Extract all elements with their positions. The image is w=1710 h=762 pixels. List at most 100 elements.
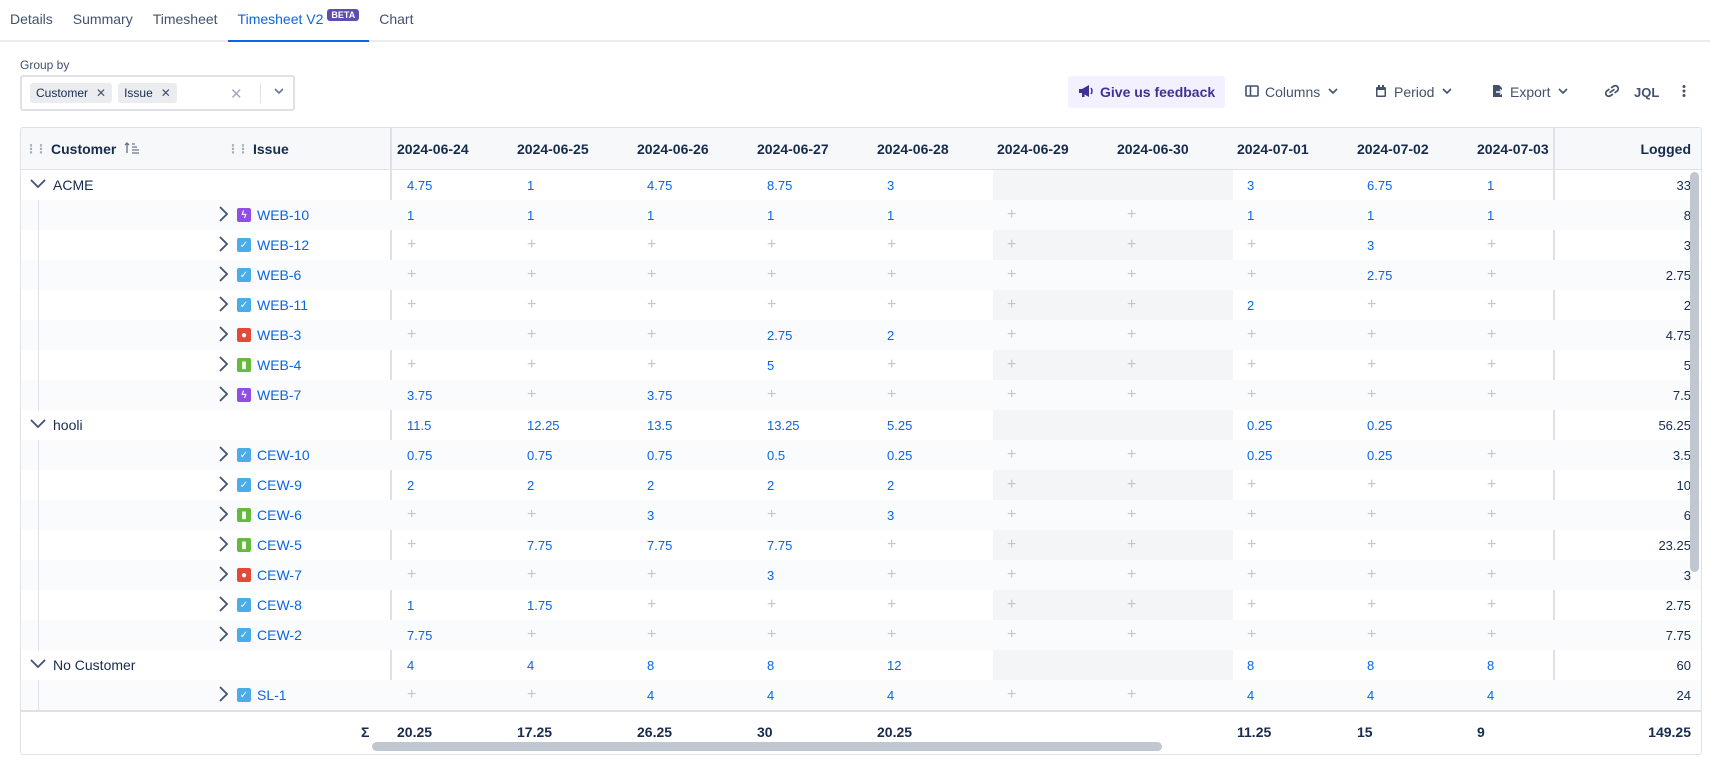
worklog-value[interactable]: 2 bbox=[527, 477, 535, 493]
add-worklog-icon[interactable]: + bbox=[647, 626, 657, 643]
remove-chip-icon[interactable]: ✕ bbox=[96, 86, 107, 100]
add-worklog-icon[interactable]: + bbox=[1487, 266, 1497, 283]
worklog-value[interactable]: 0.25 bbox=[887, 447, 913, 463]
add-worklog-icon[interactable]: + bbox=[1247, 536, 1257, 553]
logged-column-header[interactable]: Logged bbox=[1551, 128, 1691, 170]
add-worklog-icon[interactable]: + bbox=[527, 626, 537, 643]
worklog-value[interactable]: 4.75 bbox=[647, 177, 673, 193]
issue-key-link[interactable]: CEW-9 bbox=[257, 477, 302, 493]
worklog-value[interactable]: 2 bbox=[647, 477, 655, 493]
add-worklog-icon[interactable]: + bbox=[1367, 566, 1377, 583]
chevron-right-icon[interactable] bbox=[217, 355, 229, 376]
add-worklog-icon[interactable]: + bbox=[887, 356, 897, 373]
add-worklog-icon[interactable]: + bbox=[647, 596, 657, 613]
worklog-value[interactable]: 0.75 bbox=[527, 447, 553, 463]
add-worklog-icon[interactable]: + bbox=[407, 236, 417, 253]
add-worklog-icon[interactable]: + bbox=[1487, 326, 1497, 343]
worklog-value[interactable]: 1 bbox=[647, 207, 655, 223]
add-worklog-icon[interactable]: + bbox=[1007, 506, 1017, 523]
add-worklog-icon[interactable]: + bbox=[647, 266, 657, 283]
clear-icon[interactable]: ✕ bbox=[230, 86, 243, 103]
add-worklog-icon[interactable]: + bbox=[1247, 596, 1257, 613]
chevron-right-icon[interactable] bbox=[217, 685, 229, 706]
more-options-button[interactable] bbox=[1676, 76, 1692, 108]
add-worklog-icon[interactable]: + bbox=[1487, 566, 1497, 583]
worklog-value[interactable]: 0.25 bbox=[1367, 417, 1393, 433]
add-worklog-icon[interactable]: + bbox=[767, 266, 777, 283]
add-worklog-icon[interactable]: + bbox=[887, 536, 897, 553]
worklog-value[interactable]: 2 bbox=[887, 477, 895, 493]
worklog-value[interactable]: 2 bbox=[1247, 297, 1255, 313]
worklog-value[interactable]: 3 bbox=[1367, 237, 1375, 253]
add-worklog-icon[interactable]: + bbox=[1007, 566, 1017, 583]
date-column-header[interactable]: 2024-07-02 bbox=[1357, 141, 1429, 157]
tab-timesheet-v2[interactable]: Timesheet V2 BETA bbox=[227, 0, 370, 42]
add-worklog-icon[interactable]: + bbox=[1007, 236, 1017, 253]
add-worklog-icon[interactable]: + bbox=[1367, 476, 1377, 493]
issue-key-link[interactable]: CEW-5 bbox=[257, 537, 302, 553]
chevron-right-icon[interactable] bbox=[217, 475, 229, 496]
worklog-value[interactable]: 12.25 bbox=[527, 417, 560, 433]
group-toggle[interactable]: hooli bbox=[29, 410, 83, 440]
add-worklog-icon[interactable]: + bbox=[1367, 356, 1377, 373]
add-worklog-icon[interactable]: + bbox=[647, 326, 657, 343]
add-worklog-icon[interactable]: + bbox=[1007, 446, 1017, 463]
worklog-value[interactable]: 1 bbox=[527, 177, 535, 193]
add-worklog-icon[interactable]: + bbox=[1127, 476, 1137, 493]
add-worklog-icon[interactable]: + bbox=[1247, 626, 1257, 643]
add-worklog-icon[interactable]: + bbox=[527, 356, 537, 373]
worklog-value[interactable]: 7.75 bbox=[767, 537, 793, 553]
chevron-right-icon[interactable] bbox=[217, 625, 229, 646]
tab-summary[interactable]: Summary bbox=[72, 11, 133, 27]
add-worklog-icon[interactable]: + bbox=[1247, 236, 1257, 253]
add-worklog-icon[interactable]: + bbox=[1487, 476, 1497, 493]
add-worklog-icon[interactable]: + bbox=[407, 356, 417, 373]
add-worklog-icon[interactable]: + bbox=[1007, 206, 1017, 223]
add-worklog-icon[interactable]: + bbox=[407, 326, 417, 343]
add-worklog-icon[interactable]: + bbox=[1127, 296, 1137, 313]
group-by-select[interactable]: Customer ✕ Issue ✕ ✕ bbox=[20, 75, 295, 111]
issue-key-link[interactable]: WEB-7 bbox=[257, 387, 302, 403]
worklog-value[interactable]: 2.75 bbox=[767, 327, 793, 343]
worklog-value[interactable]: 13.25 bbox=[767, 417, 800, 433]
add-worklog-icon[interactable]: + bbox=[767, 386, 777, 403]
vertical-scrollbar[interactable] bbox=[1690, 172, 1699, 572]
issue-key-link[interactable]: WEB-10 bbox=[257, 207, 310, 223]
worklog-value[interactable]: 4 bbox=[767, 687, 775, 703]
date-column-header[interactable]: 2024-06-24 bbox=[397, 141, 469, 157]
group-toggle[interactable]: ACME bbox=[29, 170, 93, 200]
worklog-value[interactable]: 3 bbox=[1247, 177, 1255, 193]
columns-button[interactable]: Columns bbox=[1235, 76, 1350, 108]
add-worklog-icon[interactable]: + bbox=[1127, 506, 1137, 523]
add-worklog-icon[interactable]: + bbox=[767, 626, 777, 643]
issue-key-link[interactable]: WEB-6 bbox=[257, 267, 302, 283]
worklog-value[interactable]: 0.25 bbox=[1247, 447, 1273, 463]
date-column-header[interactable]: 2024-06-25 bbox=[517, 141, 589, 157]
date-column-header[interactable]: 2024-06-30 bbox=[1117, 141, 1189, 157]
add-worklog-icon[interactable]: + bbox=[887, 566, 897, 583]
issue-key-link[interactable]: WEB-3 bbox=[257, 327, 302, 343]
chevron-down-icon[interactable] bbox=[272, 84, 286, 103]
add-worklog-icon[interactable]: + bbox=[1367, 596, 1377, 613]
worklog-value[interactable]: 4 bbox=[1487, 687, 1495, 703]
add-worklog-icon[interactable]: + bbox=[407, 266, 417, 283]
add-worklog-icon[interactable]: + bbox=[1127, 236, 1137, 253]
add-worklog-icon[interactable]: + bbox=[527, 326, 537, 343]
drag-handle-icon[interactable]: ⋮⋮ bbox=[227, 142, 249, 156]
chevron-down-icon[interactable] bbox=[29, 657, 47, 674]
worklog-value[interactable]: 1 bbox=[1247, 207, 1255, 223]
worklog-value[interactable]: 7.75 bbox=[647, 537, 673, 553]
add-worklog-icon[interactable]: + bbox=[887, 386, 897, 403]
add-worklog-icon[interactable]: + bbox=[887, 266, 897, 283]
worklog-value[interactable]: 5.25 bbox=[887, 417, 913, 433]
worklog-value[interactable]: 13.5 bbox=[647, 417, 673, 433]
worklog-value[interactable]: 4 bbox=[407, 657, 415, 673]
worklog-value[interactable]: 1.75 bbox=[527, 597, 553, 613]
chevron-right-icon[interactable] bbox=[217, 505, 229, 526]
add-worklog-icon[interactable]: + bbox=[1127, 686, 1137, 703]
worklog-value[interactable]: 2 bbox=[767, 477, 775, 493]
add-worklog-icon[interactable]: + bbox=[887, 296, 897, 313]
worklog-value[interactable]: 2 bbox=[407, 477, 415, 493]
worklog-value[interactable]: 1 bbox=[1487, 207, 1495, 223]
add-worklog-icon[interactable]: + bbox=[1247, 476, 1257, 493]
